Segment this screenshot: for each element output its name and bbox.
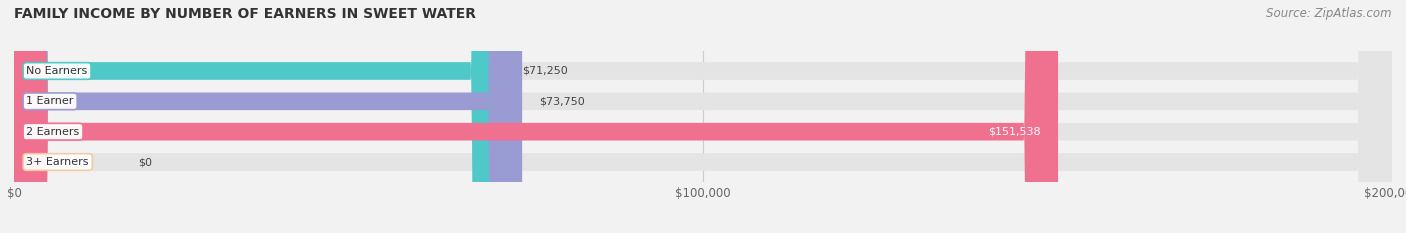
Text: $71,250: $71,250 (522, 66, 568, 76)
Text: 2 Earners: 2 Earners (27, 127, 80, 137)
FancyBboxPatch shape (14, 0, 505, 233)
Text: $0: $0 (138, 157, 152, 167)
Text: FAMILY INCOME BY NUMBER OF EARNERS IN SWEET WATER: FAMILY INCOME BY NUMBER OF EARNERS IN SW… (14, 7, 477, 21)
Text: 3+ Earners: 3+ Earners (27, 157, 89, 167)
Text: 1 Earner: 1 Earner (27, 96, 75, 106)
FancyBboxPatch shape (14, 0, 1392, 233)
Text: Source: ZipAtlas.com: Source: ZipAtlas.com (1267, 7, 1392, 20)
FancyBboxPatch shape (14, 0, 1392, 233)
FancyBboxPatch shape (14, 0, 1392, 233)
Text: $151,538: $151,538 (988, 127, 1040, 137)
FancyBboxPatch shape (14, 0, 522, 233)
FancyBboxPatch shape (14, 0, 1392, 233)
Text: $73,750: $73,750 (540, 96, 585, 106)
FancyBboxPatch shape (14, 0, 1059, 233)
Text: No Earners: No Earners (27, 66, 87, 76)
